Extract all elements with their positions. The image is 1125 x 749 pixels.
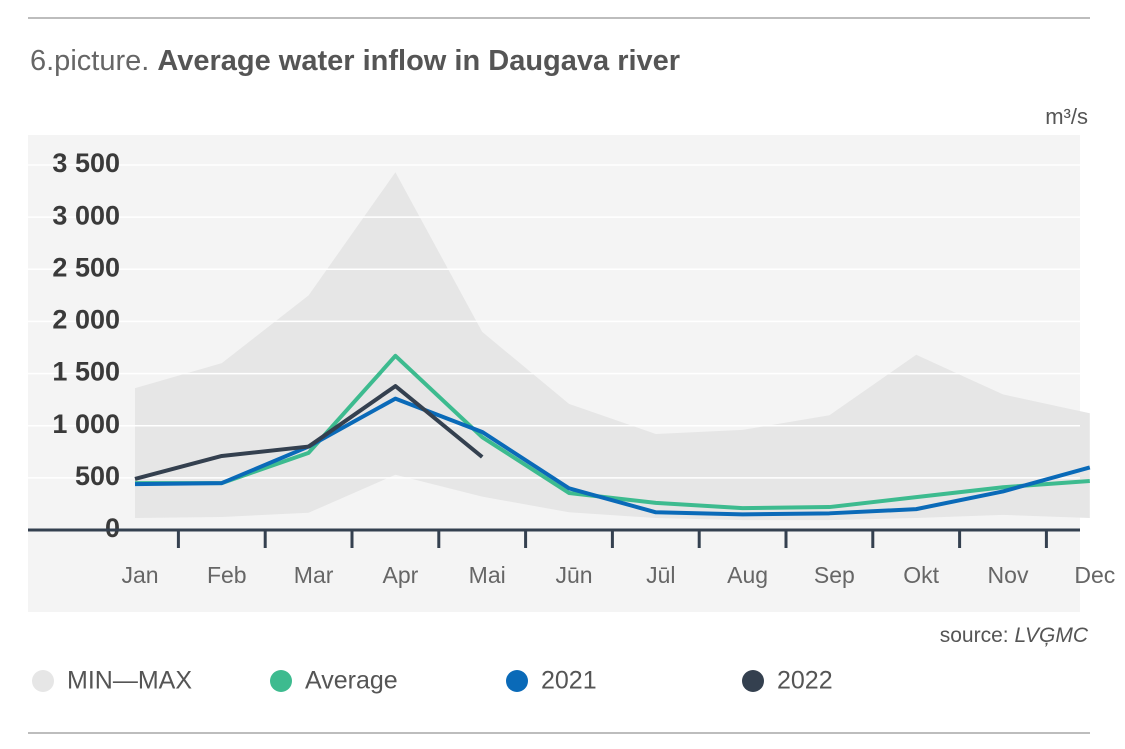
series-line bbox=[134, 384, 484, 481]
y-tick-label: 1 500 bbox=[52, 357, 120, 387]
x-tick-label: Dec bbox=[1074, 562, 1115, 588]
legend-label: Average bbox=[305, 667, 398, 695]
legend-swatch bbox=[742, 670, 764, 692]
x-tick-label: Mai bbox=[469, 562, 506, 588]
legend-swatch bbox=[32, 670, 54, 692]
x-tick-label: Feb bbox=[207, 562, 247, 588]
x-tick-label: Aug bbox=[727, 562, 768, 588]
title-main: Average water inflow in Daugava river bbox=[157, 45, 680, 77]
source-label: source: bbox=[940, 624, 1009, 647]
chart-title: 6.picture. Average water inflow in Dauga… bbox=[30, 45, 680, 77]
series-line bbox=[134, 396, 1091, 517]
y-tick-label: 2 000 bbox=[52, 305, 120, 335]
x-tick-label: Sep bbox=[814, 562, 855, 588]
legend-label: 2021 bbox=[541, 667, 597, 695]
title-prefix: 6.picture. bbox=[30, 45, 149, 77]
y-tick-label: 1 000 bbox=[52, 409, 120, 439]
y-unit: m³/s bbox=[1045, 104, 1088, 129]
y-tick-label: 500 bbox=[75, 461, 120, 491]
x-tick-label: Mar bbox=[294, 562, 334, 588]
legend-swatch bbox=[506, 670, 528, 692]
x-tick-label: Okt bbox=[903, 562, 939, 588]
y-tick-label: 2 500 bbox=[52, 252, 120, 282]
min-max-band bbox=[135, 172, 1090, 521]
y-tick-label: 3 500 bbox=[52, 148, 120, 178]
legend-label: MIN—MAX bbox=[67, 667, 192, 695]
series-line bbox=[135, 353, 1090, 511]
y-tick-label: 3 000 bbox=[52, 200, 120, 230]
x-tick-label: Apr bbox=[383, 562, 419, 588]
x-tick-label: Nov bbox=[988, 562, 1029, 588]
legend-label: 2022 bbox=[777, 667, 833, 695]
x-tick-label: Jūn bbox=[555, 562, 592, 588]
x-tick-label: Jan bbox=[121, 562, 158, 588]
x-tick-label: Jūl bbox=[646, 562, 675, 588]
y-tick-label: 0 bbox=[105, 513, 120, 543]
legend-swatch bbox=[270, 670, 292, 692]
source-name: LVĢMC bbox=[1014, 624, 1088, 647]
source: source: LVĢMC bbox=[940, 624, 1089, 647]
